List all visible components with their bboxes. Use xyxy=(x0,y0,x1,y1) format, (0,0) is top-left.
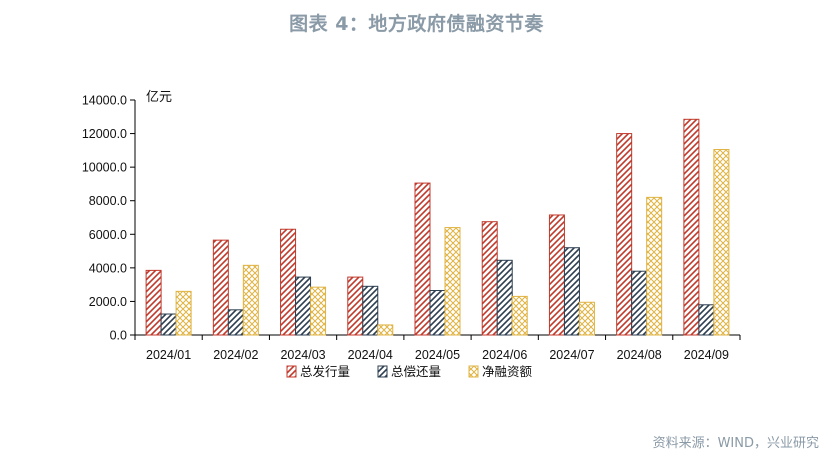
bar-issuance xyxy=(280,228,297,336)
bar-repayment xyxy=(227,309,244,336)
x-tick-label: 2024/04 xyxy=(348,348,393,362)
y-tick-label: 12000.0 xyxy=(82,127,127,141)
bar-net-financing xyxy=(713,149,730,336)
legend-label: 总偿还量 xyxy=(391,364,441,379)
bar-repayment xyxy=(362,285,379,336)
bar-issuance xyxy=(347,276,364,336)
y-tick-label: 8000.0 xyxy=(89,194,127,208)
bar-repayment xyxy=(563,247,580,336)
x-tick-label: 2024/08 xyxy=(617,348,662,362)
y-axis: 0.0 2000.0 4000.0 6000.0 8000.0 10000.0 12000.… xyxy=(82,94,136,343)
y-tick-label: 14000.0 xyxy=(82,94,127,108)
bar-repayment xyxy=(160,313,177,336)
bar-net-financing xyxy=(242,264,259,336)
bar-issuance xyxy=(683,118,700,336)
x-axis: 2024/01 2024/02 2024/03 2024/04 2024/05 2024/… xyxy=(134,334,741,362)
bar-issuance xyxy=(414,182,431,336)
legend-swatch xyxy=(286,365,297,378)
bar-repayment xyxy=(295,276,312,336)
bar-net-financing xyxy=(444,227,461,336)
x-tick-label: 2024/01 xyxy=(146,348,191,362)
y-unit-label: 亿元 xyxy=(146,90,172,105)
x-tick-label: 2024/02 xyxy=(213,348,258,362)
bar-repayment xyxy=(698,304,715,336)
legend-swatch xyxy=(377,365,388,378)
x-tick-label: 2024/09 xyxy=(684,348,729,362)
bar-net-financing xyxy=(175,290,192,336)
bar-net-financing xyxy=(310,286,327,336)
bar-net-financing xyxy=(578,301,595,336)
bar-net-financing xyxy=(377,324,394,336)
bar-repayment xyxy=(631,270,648,336)
legend-swatch xyxy=(468,365,479,378)
chart-title: 图表 4：地方政府债融资节奏 xyxy=(289,13,544,35)
bar-repayment xyxy=(496,259,513,336)
y-tick-label: 6000.0 xyxy=(89,228,127,242)
bar-issuance xyxy=(145,269,162,336)
bar-issuance xyxy=(616,133,633,336)
x-tick-label: 2024/07 xyxy=(549,348,594,362)
x-tick-label: 2024/06 xyxy=(482,348,527,362)
y-tick-label: 10000.0 xyxy=(82,161,127,175)
bar-issuance xyxy=(481,221,498,336)
bar-issuance xyxy=(212,239,229,336)
legend: 总发行量 总偿还量 净融资额 xyxy=(286,364,533,379)
bars xyxy=(145,118,730,336)
bar-net-financing xyxy=(511,295,528,336)
x-tick-label: 2024/03 xyxy=(280,348,325,362)
bar-issuance xyxy=(548,214,565,336)
legend-label: 净融资额 xyxy=(482,364,533,379)
bar-repayment xyxy=(429,290,446,336)
y-tick-label: 4000.0 xyxy=(89,261,127,275)
legend-label: 总发行量 xyxy=(300,364,350,379)
bar-net-financing xyxy=(646,196,663,336)
y-tick-label: 0.0 xyxy=(110,329,127,343)
x-tick-label: 2024/05 xyxy=(415,348,460,362)
y-tick-label: 2000.0 xyxy=(89,295,127,309)
source-note: 资料来源：WIND，兴业研究 xyxy=(652,436,819,451)
